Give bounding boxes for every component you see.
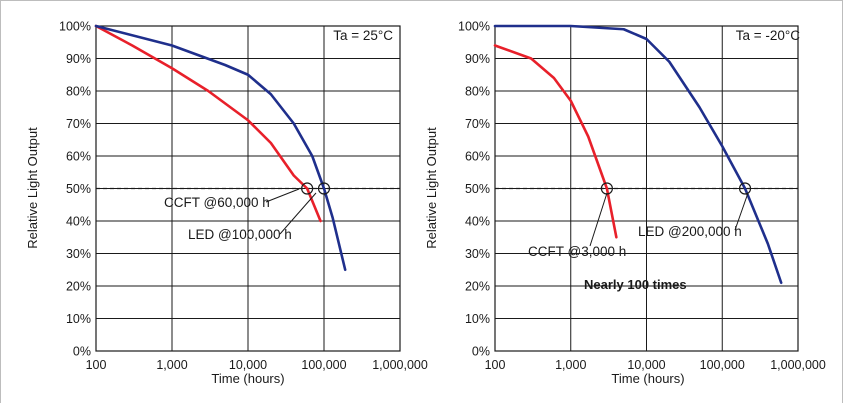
x-tick-label: 10,000 bbox=[627, 358, 665, 372]
y-tick-label: 10% bbox=[66, 312, 91, 326]
annotation-leader bbox=[279, 192, 317, 235]
y-tick-label: 0% bbox=[73, 345, 91, 359]
y-tick-label: 50% bbox=[66, 182, 91, 196]
series-line-ccft bbox=[493, 44, 618, 239]
y-tick-label: 90% bbox=[66, 52, 91, 66]
marker-circle bbox=[738, 182, 752, 195]
ambient-temperature-label: Ta = -20°C bbox=[736, 28, 801, 43]
x-tick-label: 1,000 bbox=[156, 358, 187, 372]
x-tick-label: 1,000 bbox=[555, 358, 586, 372]
y-tick-label: 100% bbox=[59, 20, 91, 34]
annotation-label: CCFT @60,000 h bbox=[164, 195, 270, 210]
y-tick-label: 0% bbox=[472, 345, 490, 359]
y-tick-label: 90% bbox=[465, 52, 490, 66]
chart-2: 0% 10% 20% 30% 40% 50% 60% 70% 80% 90% 100% 100 1,00… bbox=[424, 20, 826, 387]
y-tick-label: 80% bbox=[66, 85, 91, 99]
y-axis-title: Relative Light Output bbox=[424, 127, 439, 249]
y-tick-label: 20% bbox=[465, 280, 490, 294]
x-tick-label: 10,000 bbox=[229, 358, 267, 372]
x-tick-label: 100 bbox=[86, 358, 107, 372]
y-tick-label: 20% bbox=[66, 280, 91, 294]
y-tick-label: 40% bbox=[66, 215, 91, 229]
series-line-ccft bbox=[94, 24, 322, 223]
y-tick-label: 80% bbox=[465, 85, 490, 99]
annotation-label: LED @100,000 h bbox=[188, 227, 292, 242]
y-tick-label: 60% bbox=[465, 150, 490, 164]
series-line-led bbox=[493, 24, 783, 285]
y-tick-label: 100% bbox=[458, 20, 490, 34]
annotation-label: LED @200,000 h bbox=[638, 224, 742, 239]
y-tick-label: 70% bbox=[66, 117, 91, 131]
x-axis-title: Time (hours) bbox=[211, 371, 284, 386]
series-line-led bbox=[94, 24, 347, 272]
y-tick-label: 30% bbox=[465, 247, 490, 261]
x-tick-label: 100,000 bbox=[301, 358, 346, 372]
x-tick-label: 100 bbox=[485, 358, 506, 372]
annotation-leader bbox=[589, 192, 608, 247]
y-tick-label: 40% bbox=[465, 215, 490, 229]
y-tick-label: 70% bbox=[465, 117, 490, 131]
gridlines bbox=[495, 26, 798, 351]
x-tick-label: 1,000,000 bbox=[372, 358, 428, 372]
y-axis-title: Relative Light Output bbox=[25, 127, 40, 249]
y-tick-label: 10% bbox=[465, 312, 490, 326]
x-tick-label: 1,000,000 bbox=[770, 358, 826, 372]
marker-circle bbox=[301, 182, 314, 195]
y-tick-label: 30% bbox=[66, 247, 91, 261]
marker-circle bbox=[317, 182, 331, 195]
annotation-leader bbox=[265, 188, 300, 203]
gridlines bbox=[96, 26, 400, 351]
annotation-label: CCFT @3,000 h bbox=[528, 244, 626, 259]
chart-1: 0% 10% 20% 30% 40% 50% 60% 70% 80% 90% 100% 100 1,00… bbox=[25, 20, 428, 387]
y-tick-label: 50% bbox=[465, 182, 490, 196]
x-axis-title: Time (hours) bbox=[611, 371, 684, 386]
y-tick-label: 60% bbox=[66, 150, 91, 164]
annotation-leader bbox=[734, 192, 749, 231]
x-tick-label: 100,000 bbox=[700, 358, 745, 372]
comparison-note: Nearly 100 times bbox=[584, 277, 687, 292]
ambient-temperature-label: Ta = 25°C bbox=[333, 28, 393, 43]
